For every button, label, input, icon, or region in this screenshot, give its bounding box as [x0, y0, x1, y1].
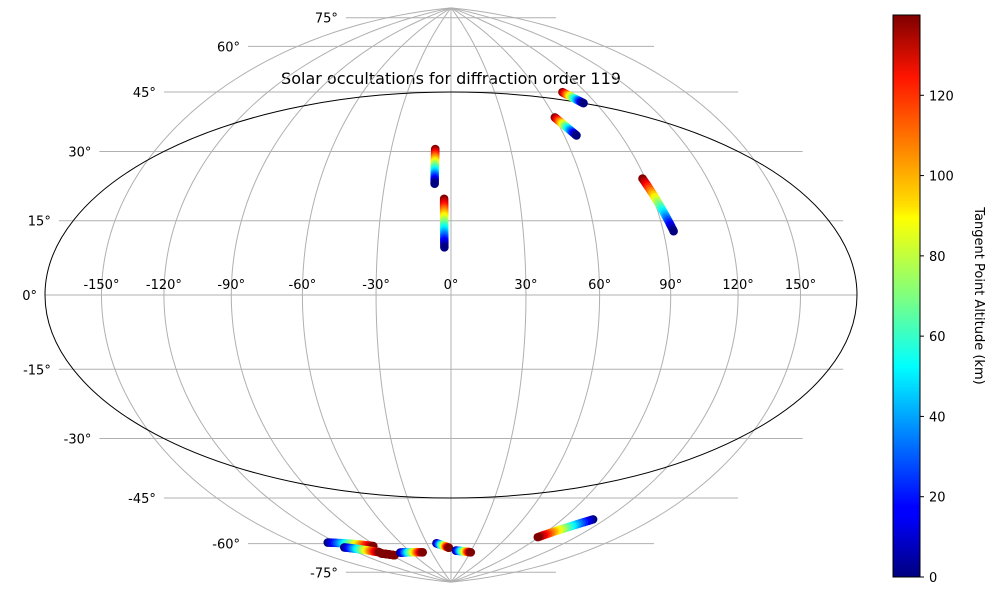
occultation-point	[669, 226, 678, 236]
latitude-tick-label: -60°	[212, 538, 240, 553]
meridian-gridline	[100, 7, 452, 583]
latitude-tick-labels: -75° -60° -45° -30° -15° 0° 15° 30° 45° 60° 75°	[22, 12, 338, 582]
latitude-tick-label: -75°	[310, 566, 338, 581]
occultation-point	[430, 179, 439, 189]
colorbar-tick-label: 0	[929, 571, 937, 586]
meridian-gridline	[450, 7, 527, 583]
colorbar-tick-label: 60	[929, 330, 946, 345]
longitude-tick-label: 60°	[588, 278, 611, 293]
latitude-tick-label: 15°	[28, 215, 51, 230]
meridian-gridline	[450, 7, 601, 583]
colorbar-tick-label: 120	[929, 89, 954, 104]
meridian-gridline	[375, 7, 452, 583]
map-boundary	[44, 91, 858, 499]
longitude-tick-label: 0°	[444, 278, 459, 293]
occultation-point	[418, 548, 428, 557]
occultation-point	[579, 98, 588, 108]
latitude-tick-label: -30°	[64, 433, 92, 448]
colorbar-tick-label: 100	[929, 170, 954, 185]
colorbar-gradient	[892, 14, 921, 578]
longitude-tick-label: -90°	[217, 278, 245, 293]
latitude-tick-label: 0°	[22, 289, 37, 304]
meridian-gridline	[163, 7, 452, 583]
occultation-point	[440, 242, 449, 252]
meridian-gridline	[450, 7, 739, 583]
latitude-tick-label: -45°	[128, 492, 156, 507]
occultation-point	[572, 131, 581, 140]
longitude-tick-label: -150°	[83, 278, 119, 293]
longitude-tick-label: -120°	[146, 278, 182, 293]
longitude-tick-label: 150°	[785, 278, 816, 293]
graticule	[45, 7, 857, 583]
colorbar: 0 20 40 60 80 100 120 Tangent Point Altitude (…	[892, 14, 986, 586]
latitude-tick-label: 60°	[217, 40, 240, 55]
meridian-gridline	[230, 7, 452, 583]
colorbar-ticks: 0 20 40 60 80 100 120	[920, 89, 954, 586]
longitude-tick-label: -60°	[289, 278, 317, 293]
colorbar-tick-label: 20	[929, 491, 946, 506]
colorbar-tick-label: 80	[929, 250, 946, 265]
latitude-tick-label: 30°	[68, 145, 91, 160]
meridian-gridline	[301, 7, 452, 583]
meridian-gridline	[450, 7, 672, 583]
longitude-tick-label: 90°	[659, 278, 682, 293]
occultation-points	[323, 87, 678, 560]
latitude-tick-label: 45°	[133, 86, 156, 101]
colorbar-label: Tangent Point Altitude (km)	[971, 206, 986, 384]
longitude-tick-label: -30°	[362, 278, 390, 293]
longitude-tick-labels: -150° -120° -90° -60° -30° 0° 30° 60° 90° 120° 150…	[83, 278, 816, 293]
meridian-gridline	[450, 7, 802, 583]
occultation-point	[466, 548, 476, 557]
latitude-tick-label: 75°	[315, 12, 338, 27]
longitude-tick-label: 30°	[514, 278, 537, 293]
latitude-tick-label: -15°	[23, 363, 51, 378]
occultation-point	[533, 532, 543, 542]
longitude-tick-label: 120°	[722, 278, 753, 293]
colorbar-tick-label: 40	[929, 410, 946, 425]
occultation-point	[444, 543, 454, 553]
